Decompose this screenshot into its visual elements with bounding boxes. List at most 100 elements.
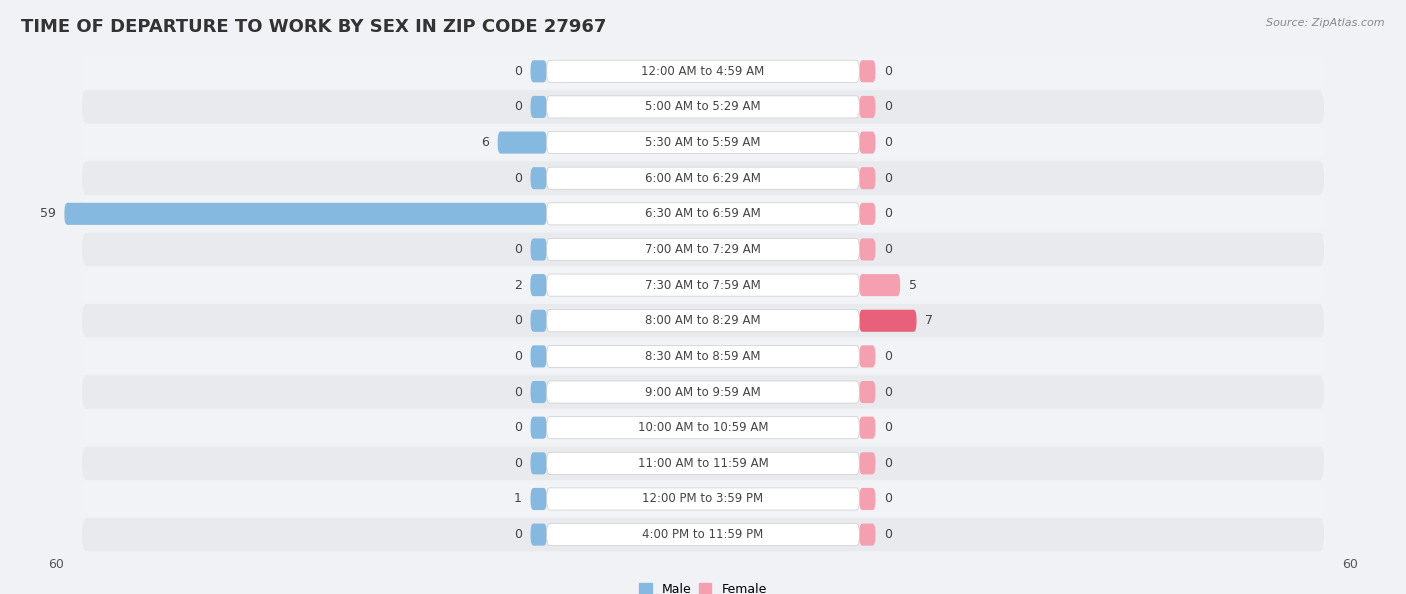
Text: 0: 0 (515, 243, 522, 256)
Text: 5:30 AM to 5:59 AM: 5:30 AM to 5:59 AM (645, 136, 761, 149)
Text: 0: 0 (515, 172, 522, 185)
FancyBboxPatch shape (547, 523, 859, 546)
FancyBboxPatch shape (859, 345, 876, 368)
FancyBboxPatch shape (82, 375, 1324, 409)
FancyBboxPatch shape (530, 309, 547, 332)
FancyBboxPatch shape (859, 167, 876, 189)
Text: 0: 0 (884, 421, 891, 434)
Text: 0: 0 (884, 136, 891, 149)
FancyBboxPatch shape (859, 238, 876, 261)
FancyBboxPatch shape (82, 340, 1324, 373)
FancyBboxPatch shape (547, 309, 859, 332)
Text: 11:00 AM to 11:59 AM: 11:00 AM to 11:59 AM (638, 457, 768, 470)
Text: 59: 59 (39, 207, 56, 220)
FancyBboxPatch shape (82, 304, 1324, 337)
FancyBboxPatch shape (547, 452, 859, 475)
FancyBboxPatch shape (82, 447, 1324, 480)
Text: 12:00 PM to 3:59 PM: 12:00 PM to 3:59 PM (643, 492, 763, 505)
FancyBboxPatch shape (530, 416, 547, 439)
Text: 5: 5 (908, 279, 917, 292)
Text: 0: 0 (515, 65, 522, 78)
Text: 0: 0 (884, 207, 891, 220)
FancyBboxPatch shape (82, 90, 1324, 124)
Text: 0: 0 (884, 528, 891, 541)
Text: 7: 7 (925, 314, 934, 327)
Legend: Male, Female: Male, Female (634, 578, 772, 594)
Text: 0: 0 (884, 243, 891, 256)
Text: 0: 0 (515, 100, 522, 113)
FancyBboxPatch shape (859, 381, 876, 403)
Text: 0: 0 (884, 65, 891, 78)
FancyBboxPatch shape (547, 203, 859, 225)
FancyBboxPatch shape (530, 381, 547, 403)
FancyBboxPatch shape (547, 96, 859, 118)
Text: 0: 0 (884, 386, 891, 399)
Text: TIME OF DEPARTURE TO WORK BY SEX IN ZIP CODE 27967: TIME OF DEPARTURE TO WORK BY SEX IN ZIP … (21, 18, 606, 36)
FancyBboxPatch shape (530, 488, 547, 510)
FancyBboxPatch shape (547, 488, 859, 510)
FancyBboxPatch shape (859, 203, 876, 225)
FancyBboxPatch shape (530, 238, 547, 261)
Text: Source: ZipAtlas.com: Source: ZipAtlas.com (1267, 18, 1385, 28)
FancyBboxPatch shape (547, 167, 859, 189)
FancyBboxPatch shape (859, 274, 900, 296)
FancyBboxPatch shape (547, 381, 859, 403)
Text: 7:30 AM to 7:59 AM: 7:30 AM to 7:59 AM (645, 279, 761, 292)
FancyBboxPatch shape (530, 96, 547, 118)
FancyBboxPatch shape (530, 345, 547, 368)
FancyBboxPatch shape (82, 411, 1324, 444)
FancyBboxPatch shape (82, 162, 1324, 195)
FancyBboxPatch shape (547, 274, 859, 296)
Text: 0: 0 (515, 457, 522, 470)
FancyBboxPatch shape (547, 60, 859, 83)
FancyBboxPatch shape (82, 518, 1324, 551)
FancyBboxPatch shape (82, 197, 1324, 230)
Text: 12:00 AM to 4:59 AM: 12:00 AM to 4:59 AM (641, 65, 765, 78)
Text: 0: 0 (884, 350, 891, 363)
Text: 6:30 AM to 6:59 AM: 6:30 AM to 6:59 AM (645, 207, 761, 220)
FancyBboxPatch shape (859, 60, 876, 83)
Text: 9:00 AM to 9:59 AM: 9:00 AM to 9:59 AM (645, 386, 761, 399)
FancyBboxPatch shape (859, 309, 917, 332)
FancyBboxPatch shape (82, 55, 1324, 88)
Text: 8:00 AM to 8:29 AM: 8:00 AM to 8:29 AM (645, 314, 761, 327)
Text: 0: 0 (884, 172, 891, 185)
FancyBboxPatch shape (82, 268, 1324, 302)
Text: 0: 0 (884, 457, 891, 470)
Text: 8:30 AM to 8:59 AM: 8:30 AM to 8:59 AM (645, 350, 761, 363)
FancyBboxPatch shape (859, 96, 876, 118)
Text: 1: 1 (515, 492, 522, 505)
Text: 5:00 AM to 5:29 AM: 5:00 AM to 5:29 AM (645, 100, 761, 113)
Text: 7:00 AM to 7:29 AM: 7:00 AM to 7:29 AM (645, 243, 761, 256)
Text: 10:00 AM to 10:59 AM: 10:00 AM to 10:59 AM (638, 421, 768, 434)
FancyBboxPatch shape (498, 131, 547, 154)
FancyBboxPatch shape (82, 126, 1324, 159)
FancyBboxPatch shape (65, 203, 547, 225)
Text: 0: 0 (515, 528, 522, 541)
FancyBboxPatch shape (859, 452, 876, 475)
FancyBboxPatch shape (859, 416, 876, 439)
FancyBboxPatch shape (859, 523, 876, 546)
FancyBboxPatch shape (530, 523, 547, 546)
FancyBboxPatch shape (530, 60, 547, 83)
Text: 6:00 AM to 6:29 AM: 6:00 AM to 6:29 AM (645, 172, 761, 185)
FancyBboxPatch shape (530, 452, 547, 475)
FancyBboxPatch shape (547, 238, 859, 261)
Text: 0: 0 (515, 421, 522, 434)
FancyBboxPatch shape (547, 131, 859, 154)
FancyBboxPatch shape (82, 482, 1324, 516)
FancyBboxPatch shape (547, 416, 859, 439)
Text: 0: 0 (515, 350, 522, 363)
FancyBboxPatch shape (859, 131, 876, 154)
FancyBboxPatch shape (859, 488, 876, 510)
Text: 0: 0 (515, 314, 522, 327)
Text: 0: 0 (884, 100, 891, 113)
FancyBboxPatch shape (82, 233, 1324, 266)
Text: 0: 0 (884, 492, 891, 505)
Text: 6: 6 (481, 136, 489, 149)
Text: 4:00 PM to 11:59 PM: 4:00 PM to 11:59 PM (643, 528, 763, 541)
Text: 2: 2 (513, 279, 522, 292)
Text: 0: 0 (515, 386, 522, 399)
FancyBboxPatch shape (530, 167, 547, 189)
FancyBboxPatch shape (547, 345, 859, 368)
